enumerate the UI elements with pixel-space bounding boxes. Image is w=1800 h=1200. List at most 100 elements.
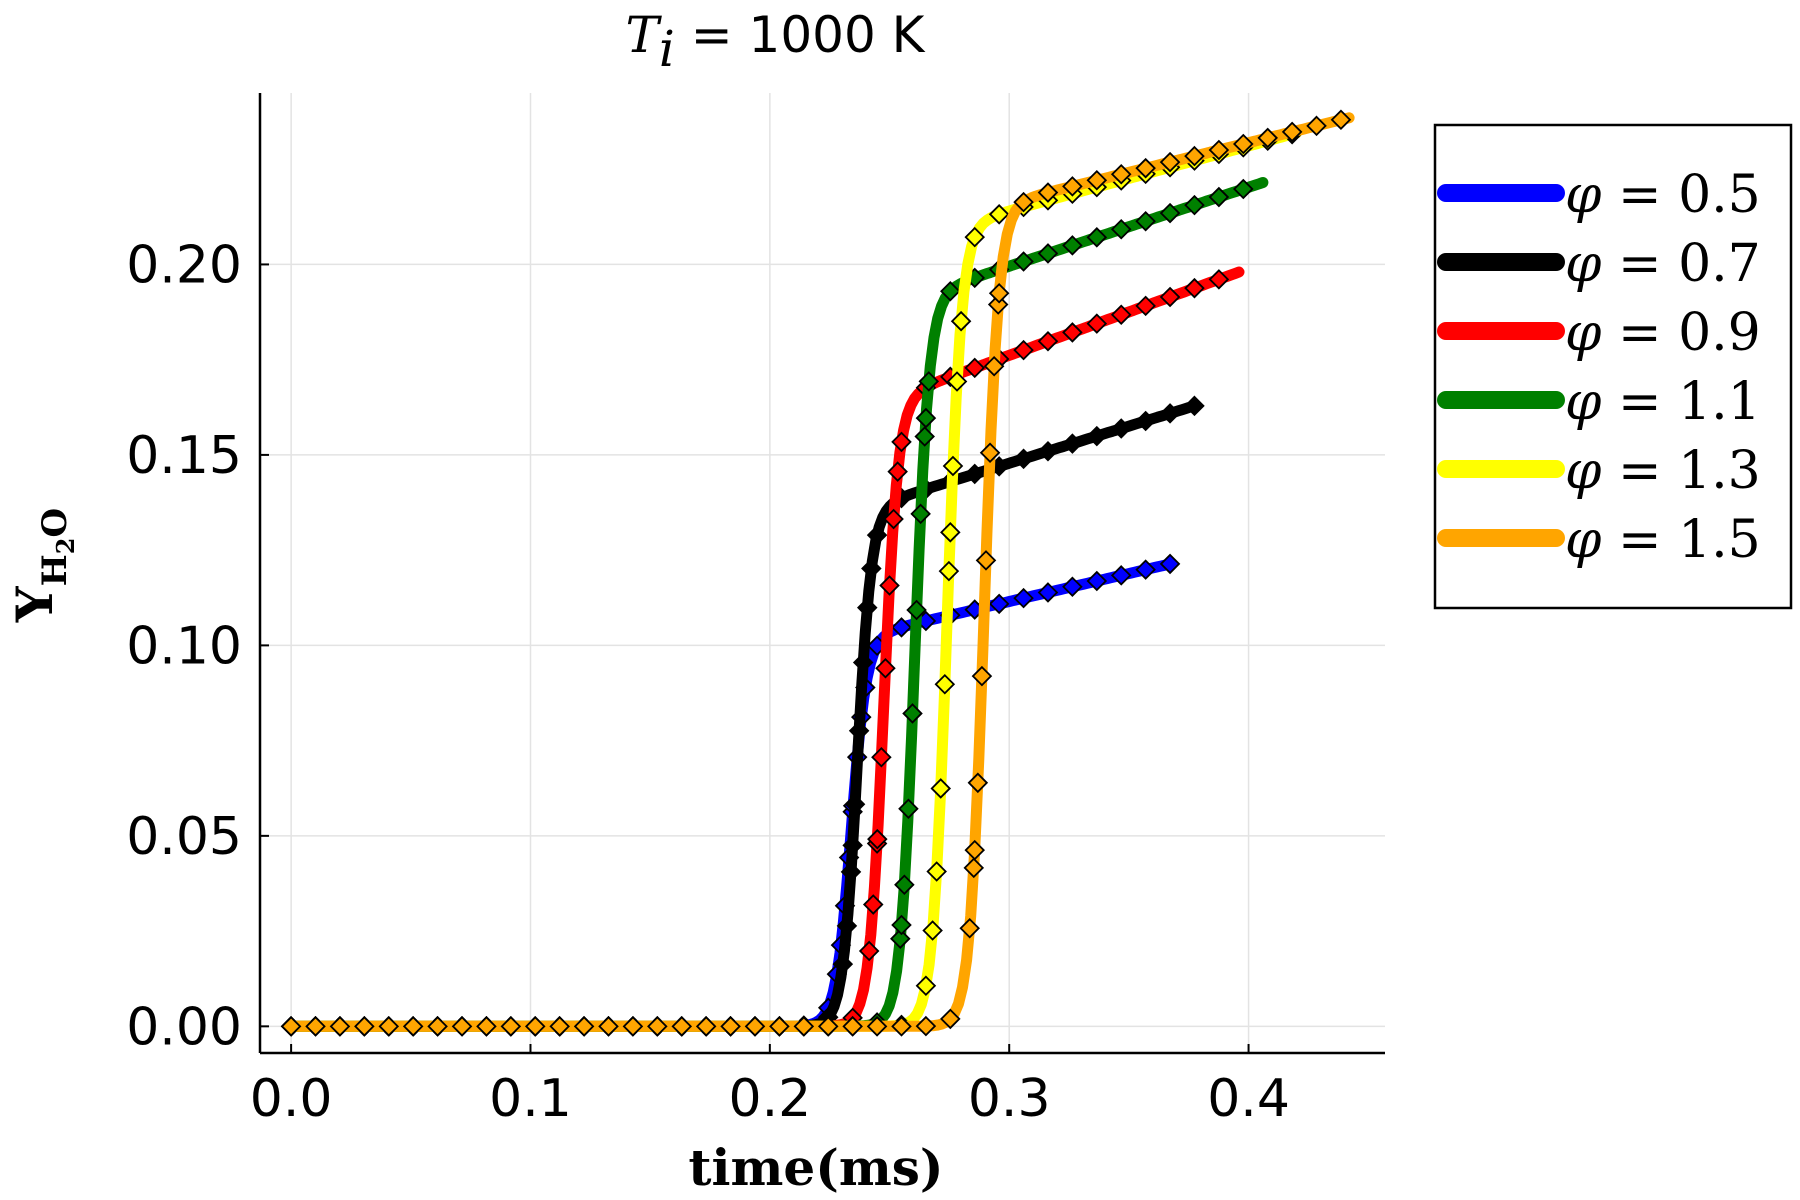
series-line: [285, 399, 1202, 1032]
data-point: [1159, 553, 1181, 575]
legend-item-2: φ = 0.9: [1437, 303, 1761, 363]
title-value: 1000 K: [749, 6, 926, 64]
data-point: [1208, 269, 1230, 290]
data-point: [1037, 243, 1059, 264]
legend-phi: φ: [1565, 165, 1602, 225]
legend-value: 1.1: [1678, 372, 1761, 432]
legend-label: φ = 0.5: [1565, 165, 1761, 225]
data-point: [1330, 109, 1352, 131]
legend-item-0: φ = 0.5: [1437, 165, 1761, 225]
x-tick-label: 0.3: [968, 1069, 1051, 1129]
data-point: [858, 940, 880, 962]
data-point: [280, 1016, 302, 1037]
data-point: [1135, 210, 1156, 232]
data-point: [1184, 277, 1205, 299]
title-subscript: i: [659, 20, 675, 78]
data-point: [840, 861, 862, 883]
data-point: [500, 1016, 522, 1037]
data-point: [967, 772, 989, 794]
data-point: [524, 1016, 546, 1037]
data-point: [1037, 182, 1059, 203]
legend-value: 0.7: [1678, 234, 1761, 294]
legend-phi: φ: [1565, 441, 1602, 501]
series-4: [280, 123, 1303, 1037]
data-point: [942, 455, 964, 477]
data-point: [891, 617, 912, 638]
legend-value: 0.5: [1678, 165, 1761, 225]
legend-value: 1.3: [1678, 441, 1761, 501]
data-point: [769, 1016, 790, 1037]
data-point: [852, 652, 874, 673]
data-point: [1184, 395, 1205, 417]
title-variable: T: [626, 6, 663, 64]
legend: φ = 0.5φ = 0.7φ = 0.9φ = 1.1φ = 1.3φ = 1…: [1433, 123, 1793, 610]
series-line: [285, 112, 1355, 1032]
legend-phi: φ: [1565, 234, 1602, 294]
legend-eq: =: [1601, 372, 1678, 432]
data-point: [1233, 133, 1254, 155]
legend-label: φ = 0.7: [1565, 234, 1761, 294]
data-point: [1013, 251, 1034, 272]
legend-label: φ = 1.3: [1565, 441, 1761, 501]
data-point: [862, 894, 884, 915]
data-point: [1306, 115, 1327, 137]
data-point: [871, 746, 892, 768]
data-point: [940, 522, 961, 543]
data-point: [915, 975, 937, 996]
data-point: [598, 1016, 619, 1037]
legend-eq: =: [1601, 165, 1678, 225]
data-point: [891, 1016, 912, 1037]
data-point: [1135, 410, 1156, 432]
data-point: [1013, 587, 1034, 609]
y-tick-label: 0.10: [126, 616, 242, 676]
data-point: [879, 575, 900, 596]
data-point: [906, 599, 927, 621]
data-point: [856, 597, 878, 618]
data-point: [720, 1016, 741, 1037]
data-point: [891, 431, 912, 453]
data-point: [1037, 331, 1059, 352]
legend-eq: =: [1601, 234, 1678, 294]
y-tick-label: 0.05: [126, 807, 242, 867]
data-point: [975, 550, 997, 571]
series-3: [280, 177, 1269, 1037]
data-point: [744, 1016, 766, 1037]
y-label-sub-o: O: [35, 508, 75, 538]
data-point: [793, 1016, 815, 1037]
data-point: [926, 861, 947, 882]
y-label-sub-h: H: [35, 554, 75, 586]
data-point: [938, 560, 960, 582]
y-tick-label: 0.00: [126, 997, 242, 1057]
data-point: [964, 226, 986, 248]
data-point: [1184, 194, 1205, 216]
data-point: [451, 1016, 473, 1037]
data-point: [914, 426, 935, 447]
legend-phi: φ: [1565, 510, 1602, 570]
data-point: [1159, 202, 1181, 224]
series-line: [285, 558, 1178, 1032]
legend-item-3: φ = 1.1: [1437, 372, 1761, 432]
y-tick-label: 0.20: [126, 235, 242, 295]
series-5: [280, 109, 1355, 1037]
data-point: [1110, 304, 1132, 326]
data-point: [950, 310, 972, 332]
data-point: [1086, 313, 1108, 334]
legend-box: [1433, 123, 1793, 610]
data-point: [844, 793, 866, 815]
y-label-main: Y: [5, 585, 64, 623]
data-point: [329, 1016, 351, 1037]
x-tick-label: 0.1: [489, 1069, 572, 1129]
data-point: [832, 953, 854, 975]
series-0: [280, 553, 1181, 1037]
data-point: [861, 558, 882, 579]
data-point: [894, 874, 915, 896]
data-point: [476, 1016, 497, 1037]
data-point: [891, 914, 912, 936]
data-point: [883, 508, 904, 530]
data-point: [979, 442, 1001, 464]
data-point: [918, 371, 940, 392]
legend-phi: φ: [1565, 372, 1602, 432]
data-point: [1281, 121, 1303, 143]
data-point: [1037, 440, 1059, 462]
data-point: [842, 1016, 863, 1037]
